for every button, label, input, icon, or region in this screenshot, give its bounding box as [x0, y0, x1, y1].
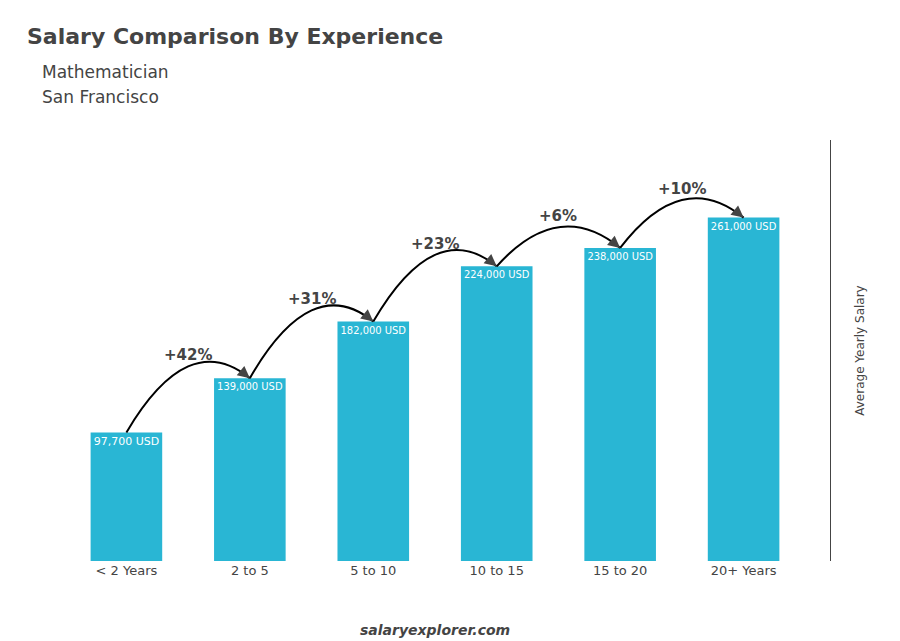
svg-text:97,700 USD: 97,700 USD — [94, 435, 160, 448]
svg-text:182,000 USD: 182,000 USD — [341, 325, 407, 336]
svg-text:+23%: +23% — [411, 235, 459, 253]
svg-text:+31%: +31% — [288, 290, 336, 308]
svg-text:261,000 USD: 261,000 USD — [711, 221, 777, 232]
svg-text:15 to 20: 15 to 20 — [593, 563, 647, 578]
svg-text:139,000 USD: 139,000 USD — [217, 381, 283, 392]
svg-text:Average Yearly Salary: Average Yearly Salary — [853, 285, 867, 415]
svg-text:Mathematician: Mathematician — [42, 62, 169, 82]
svg-text:Salary Comparison By Experienc: Salary Comparison By Experience — [27, 24, 443, 49]
svg-text:+10%: +10% — [658, 180, 706, 198]
svg-text:< 2 Years: < 2 Years — [96, 563, 158, 578]
svg-text:238,000 USD: 238,000 USD — [587, 251, 653, 262]
svg-text:+42%: +42% — [164, 346, 212, 364]
svg-text:+6%: +6% — [539, 207, 577, 225]
svg-text:5 to 10: 5 to 10 — [350, 563, 396, 578]
svg-text:224,000 USD: 224,000 USD — [464, 269, 530, 280]
svg-text:20+ Years: 20+ Years — [711, 563, 777, 578]
svg-text:salaryexplorer.com: salaryexplorer.com — [360, 622, 510, 638]
svg-text:10 to 15: 10 to 15 — [470, 563, 524, 578]
svg-text:2 to 5: 2 to 5 — [231, 563, 269, 578]
svg-text:San Francisco: San Francisco — [42, 87, 159, 107]
